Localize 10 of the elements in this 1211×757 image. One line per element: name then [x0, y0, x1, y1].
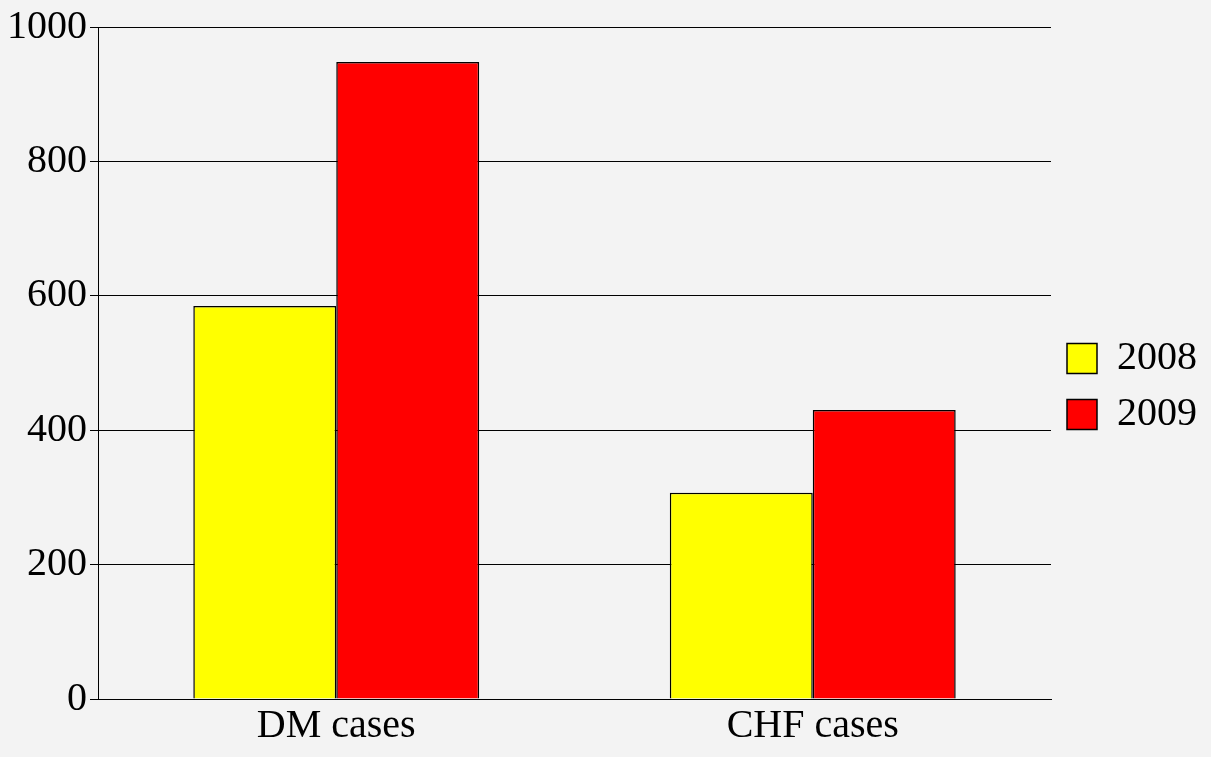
x-tick-label: CHF cases	[726, 700, 899, 746]
legend-label: 2008	[1117, 333, 1197, 378]
y-tick-label: 600	[27, 270, 87, 316]
y-tick-label: 1000	[7, 1, 87, 47]
legend-label: 2009	[1117, 389, 1197, 434]
y-tick-label: 400	[27, 404, 87, 450]
y-tick-label: 0	[67, 673, 87, 719]
y-tick-label: 800	[27, 135, 87, 181]
y-tick-label: 200	[27, 539, 87, 585]
x-tick-label: DM cases	[256, 700, 416, 746]
